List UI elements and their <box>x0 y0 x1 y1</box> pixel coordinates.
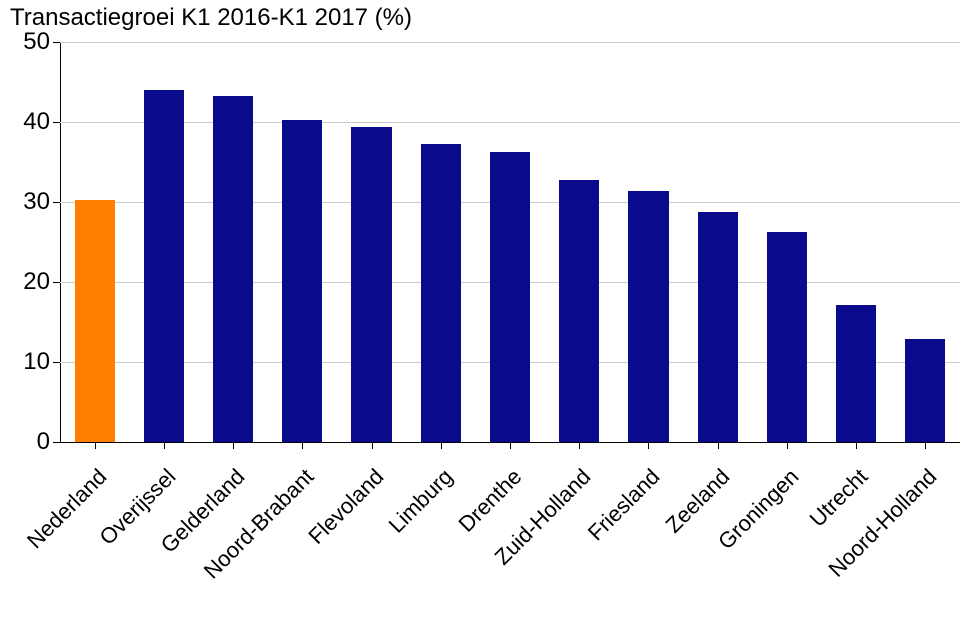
y-tick-mark <box>53 282 60 283</box>
y-tick-mark <box>53 122 60 123</box>
chart-container: Transactiegroei K1 2016-K1 2017 (%) 0102… <box>0 0 969 629</box>
y-tick-label: 50 <box>10 28 50 56</box>
x-tick-mark <box>856 442 857 449</box>
bar <box>351 127 391 442</box>
gridline <box>60 42 960 43</box>
x-tick-mark <box>787 442 788 449</box>
x-tick-mark <box>925 442 926 449</box>
bar <box>213 96 253 442</box>
bar <box>698 212 738 442</box>
x-tick-mark <box>302 442 303 449</box>
y-tick-mark <box>53 362 60 363</box>
bar <box>75 200 115 442</box>
x-tick-mark <box>233 442 234 449</box>
x-tick-mark <box>164 442 165 449</box>
bar <box>144 90 184 442</box>
y-tick-mark <box>53 42 60 43</box>
bar <box>628 191 668 442</box>
bar <box>767 232 807 442</box>
x-tick-mark <box>579 442 580 449</box>
x-tick-mark <box>441 442 442 449</box>
bar <box>282 120 322 442</box>
y-tick-label: 10 <box>10 348 50 376</box>
chart-title: Transactiegroei K1 2016-K1 2017 (%) <box>10 4 412 32</box>
x-tick-mark <box>718 442 719 449</box>
x-tick-mark <box>648 442 649 449</box>
y-tick-label: 40 <box>10 108 50 136</box>
plot-area: 01020304050NederlandOverijsselGelderland… <box>60 42 960 442</box>
gridline <box>60 122 960 123</box>
y-tick-mark <box>53 442 60 443</box>
x-tick-mark <box>372 442 373 449</box>
y-axis-line <box>60 42 61 442</box>
y-tick-label: 0 <box>10 428 50 456</box>
x-tick-mark <box>95 442 96 449</box>
bar <box>559 180 599 442</box>
y-tick-mark <box>53 202 60 203</box>
bar <box>490 152 530 442</box>
bar <box>836 305 876 442</box>
bar <box>905 339 945 442</box>
y-tick-label: 30 <box>10 188 50 216</box>
y-tick-label: 20 <box>10 268 50 296</box>
x-tick-mark <box>510 442 511 449</box>
bar <box>421 144 461 442</box>
